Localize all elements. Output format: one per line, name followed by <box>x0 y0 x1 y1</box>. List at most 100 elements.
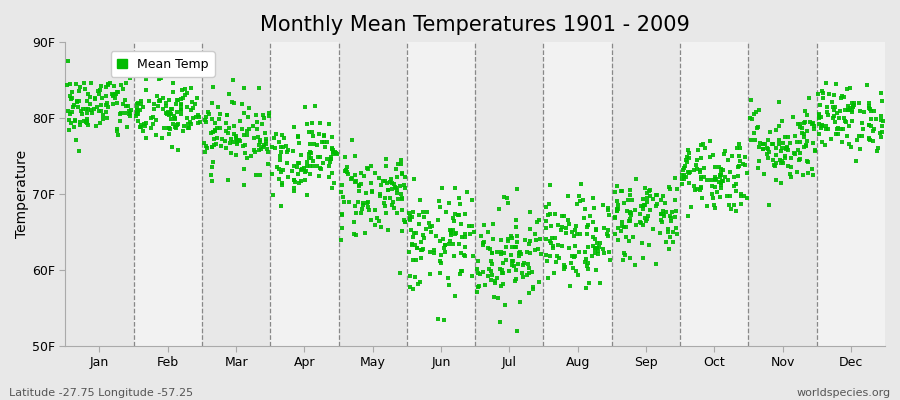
Point <box>875 122 889 129</box>
Point <box>609 206 624 212</box>
Point <box>633 211 647 217</box>
Point <box>348 203 363 209</box>
Point <box>449 230 464 237</box>
Point <box>727 173 742 180</box>
Point <box>260 145 274 152</box>
Point <box>214 136 229 142</box>
Point <box>433 238 447 244</box>
Point <box>403 216 418 223</box>
Point <box>696 141 710 148</box>
Point <box>643 207 657 213</box>
Point <box>448 210 463 217</box>
Point <box>274 182 289 189</box>
Point <box>249 112 264 118</box>
Point <box>557 266 572 272</box>
Point <box>235 126 249 132</box>
Point <box>540 258 554 264</box>
Point <box>591 248 606 255</box>
Point <box>637 184 652 191</box>
Point <box>815 90 830 96</box>
Point <box>807 122 822 129</box>
Point <box>497 250 511 256</box>
Point <box>176 95 190 101</box>
Point <box>64 119 78 126</box>
Point <box>729 181 743 187</box>
Point <box>269 131 284 137</box>
Point <box>770 144 784 151</box>
Point <box>139 120 153 126</box>
Point <box>814 88 829 94</box>
Point <box>784 155 798 161</box>
Point <box>238 141 252 148</box>
Point <box>693 169 707 175</box>
Point <box>500 200 515 206</box>
Point <box>198 149 212 155</box>
Point <box>707 174 722 180</box>
Point <box>669 225 683 232</box>
Point <box>130 105 144 112</box>
Point <box>752 107 766 114</box>
Point <box>502 268 517 274</box>
Point <box>555 224 570 230</box>
Point <box>287 188 302 194</box>
Point <box>85 110 99 116</box>
Point <box>219 120 233 126</box>
Point <box>367 221 382 228</box>
Point <box>558 264 572 270</box>
Point <box>436 245 451 252</box>
Point <box>270 164 284 170</box>
Point <box>475 268 490 275</box>
Point <box>91 88 105 94</box>
Point <box>414 254 428 261</box>
Point <box>774 147 788 154</box>
Point <box>451 211 465 218</box>
Point <box>543 182 557 188</box>
Point <box>107 83 122 90</box>
Point <box>619 224 634 230</box>
Point <box>636 196 651 202</box>
Point <box>572 193 587 200</box>
Point <box>633 219 647 226</box>
Point <box>118 96 132 103</box>
Point <box>306 133 320 139</box>
Point <box>806 140 820 146</box>
Point <box>665 209 680 215</box>
Point <box>515 270 529 277</box>
Point <box>122 108 136 114</box>
Point <box>483 246 498 252</box>
Point <box>240 128 255 134</box>
Point <box>765 141 779 148</box>
Point <box>164 106 178 112</box>
Point <box>775 158 789 164</box>
Point <box>871 144 886 151</box>
Point <box>582 280 597 286</box>
Point <box>174 102 188 108</box>
Point <box>588 244 602 251</box>
Point <box>491 206 506 212</box>
Point <box>88 96 103 102</box>
Point <box>429 233 444 240</box>
Point <box>406 208 420 215</box>
Point <box>139 75 153 82</box>
Point <box>642 241 656 248</box>
Point <box>302 163 317 169</box>
Point <box>134 98 148 104</box>
Point <box>137 121 151 127</box>
Point <box>853 146 868 152</box>
Point <box>807 147 822 154</box>
Point <box>495 267 509 273</box>
Point <box>442 200 456 206</box>
Point <box>80 120 94 126</box>
Point <box>508 216 523 223</box>
Point <box>694 184 708 190</box>
Point <box>713 174 727 181</box>
Point <box>280 149 294 155</box>
Point <box>184 107 198 114</box>
Point <box>130 100 145 106</box>
Point <box>514 250 528 257</box>
Point <box>861 122 876 128</box>
Point <box>550 252 564 259</box>
Point <box>798 118 813 125</box>
Point <box>572 272 586 279</box>
Point <box>454 201 468 207</box>
